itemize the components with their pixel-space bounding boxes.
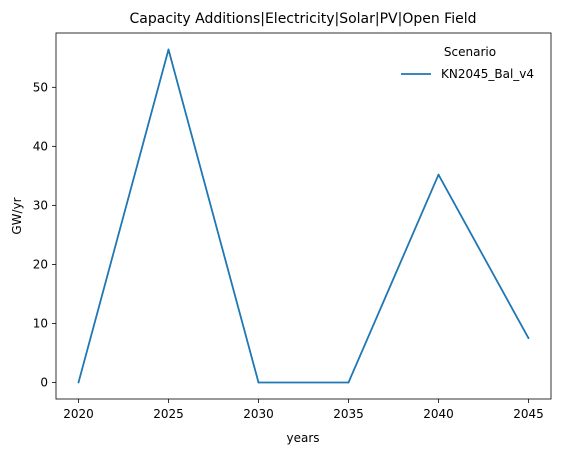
x-tick-label: 2025 [153, 407, 184, 421]
y-tick-label: 40 [33, 139, 48, 153]
data-point [257, 381, 260, 384]
y-tick-label: 10 [33, 316, 48, 330]
y-tick-label: 0 [40, 375, 48, 389]
x-tick-label: 2020 [63, 407, 94, 421]
legend-title: Scenario [444, 45, 496, 59]
data-point [77, 381, 80, 384]
y-tick-label: 30 [33, 198, 48, 212]
x-axis-label: years [286, 431, 319, 445]
data-point [437, 173, 440, 176]
data-point [167, 48, 170, 51]
series-layer [77, 48, 530, 384]
y-axis: 0 10 20 30 40 50 [33, 80, 56, 389]
y-tick-label: 50 [33, 80, 48, 94]
chart-title: Capacity Additions|Electricity|Solar|PV|… [130, 11, 477, 27]
x-tick-label: 2035 [333, 407, 364, 421]
x-axis: 2020 2025 2030 2035 2040 2045 [63, 399, 544, 421]
x-tick-label: 2040 [423, 407, 454, 421]
legend-label-kn2045-bal-v4: KN2045_Bal_v4 [441, 67, 534, 81]
series-line-kn2045-bal-v4 [77, 48, 530, 384]
plot-frame [55, 32, 552, 400]
y-axis-label: GW/yr [10, 197, 24, 234]
x-tick-label: 2030 [243, 407, 274, 421]
y-tick-label: 20 [33, 257, 48, 271]
data-point [347, 381, 350, 384]
data-point [527, 337, 530, 340]
x-tick-label: 2045 [513, 407, 544, 421]
legend: Scenario KN2045_Bal_v4 [401, 45, 534, 81]
